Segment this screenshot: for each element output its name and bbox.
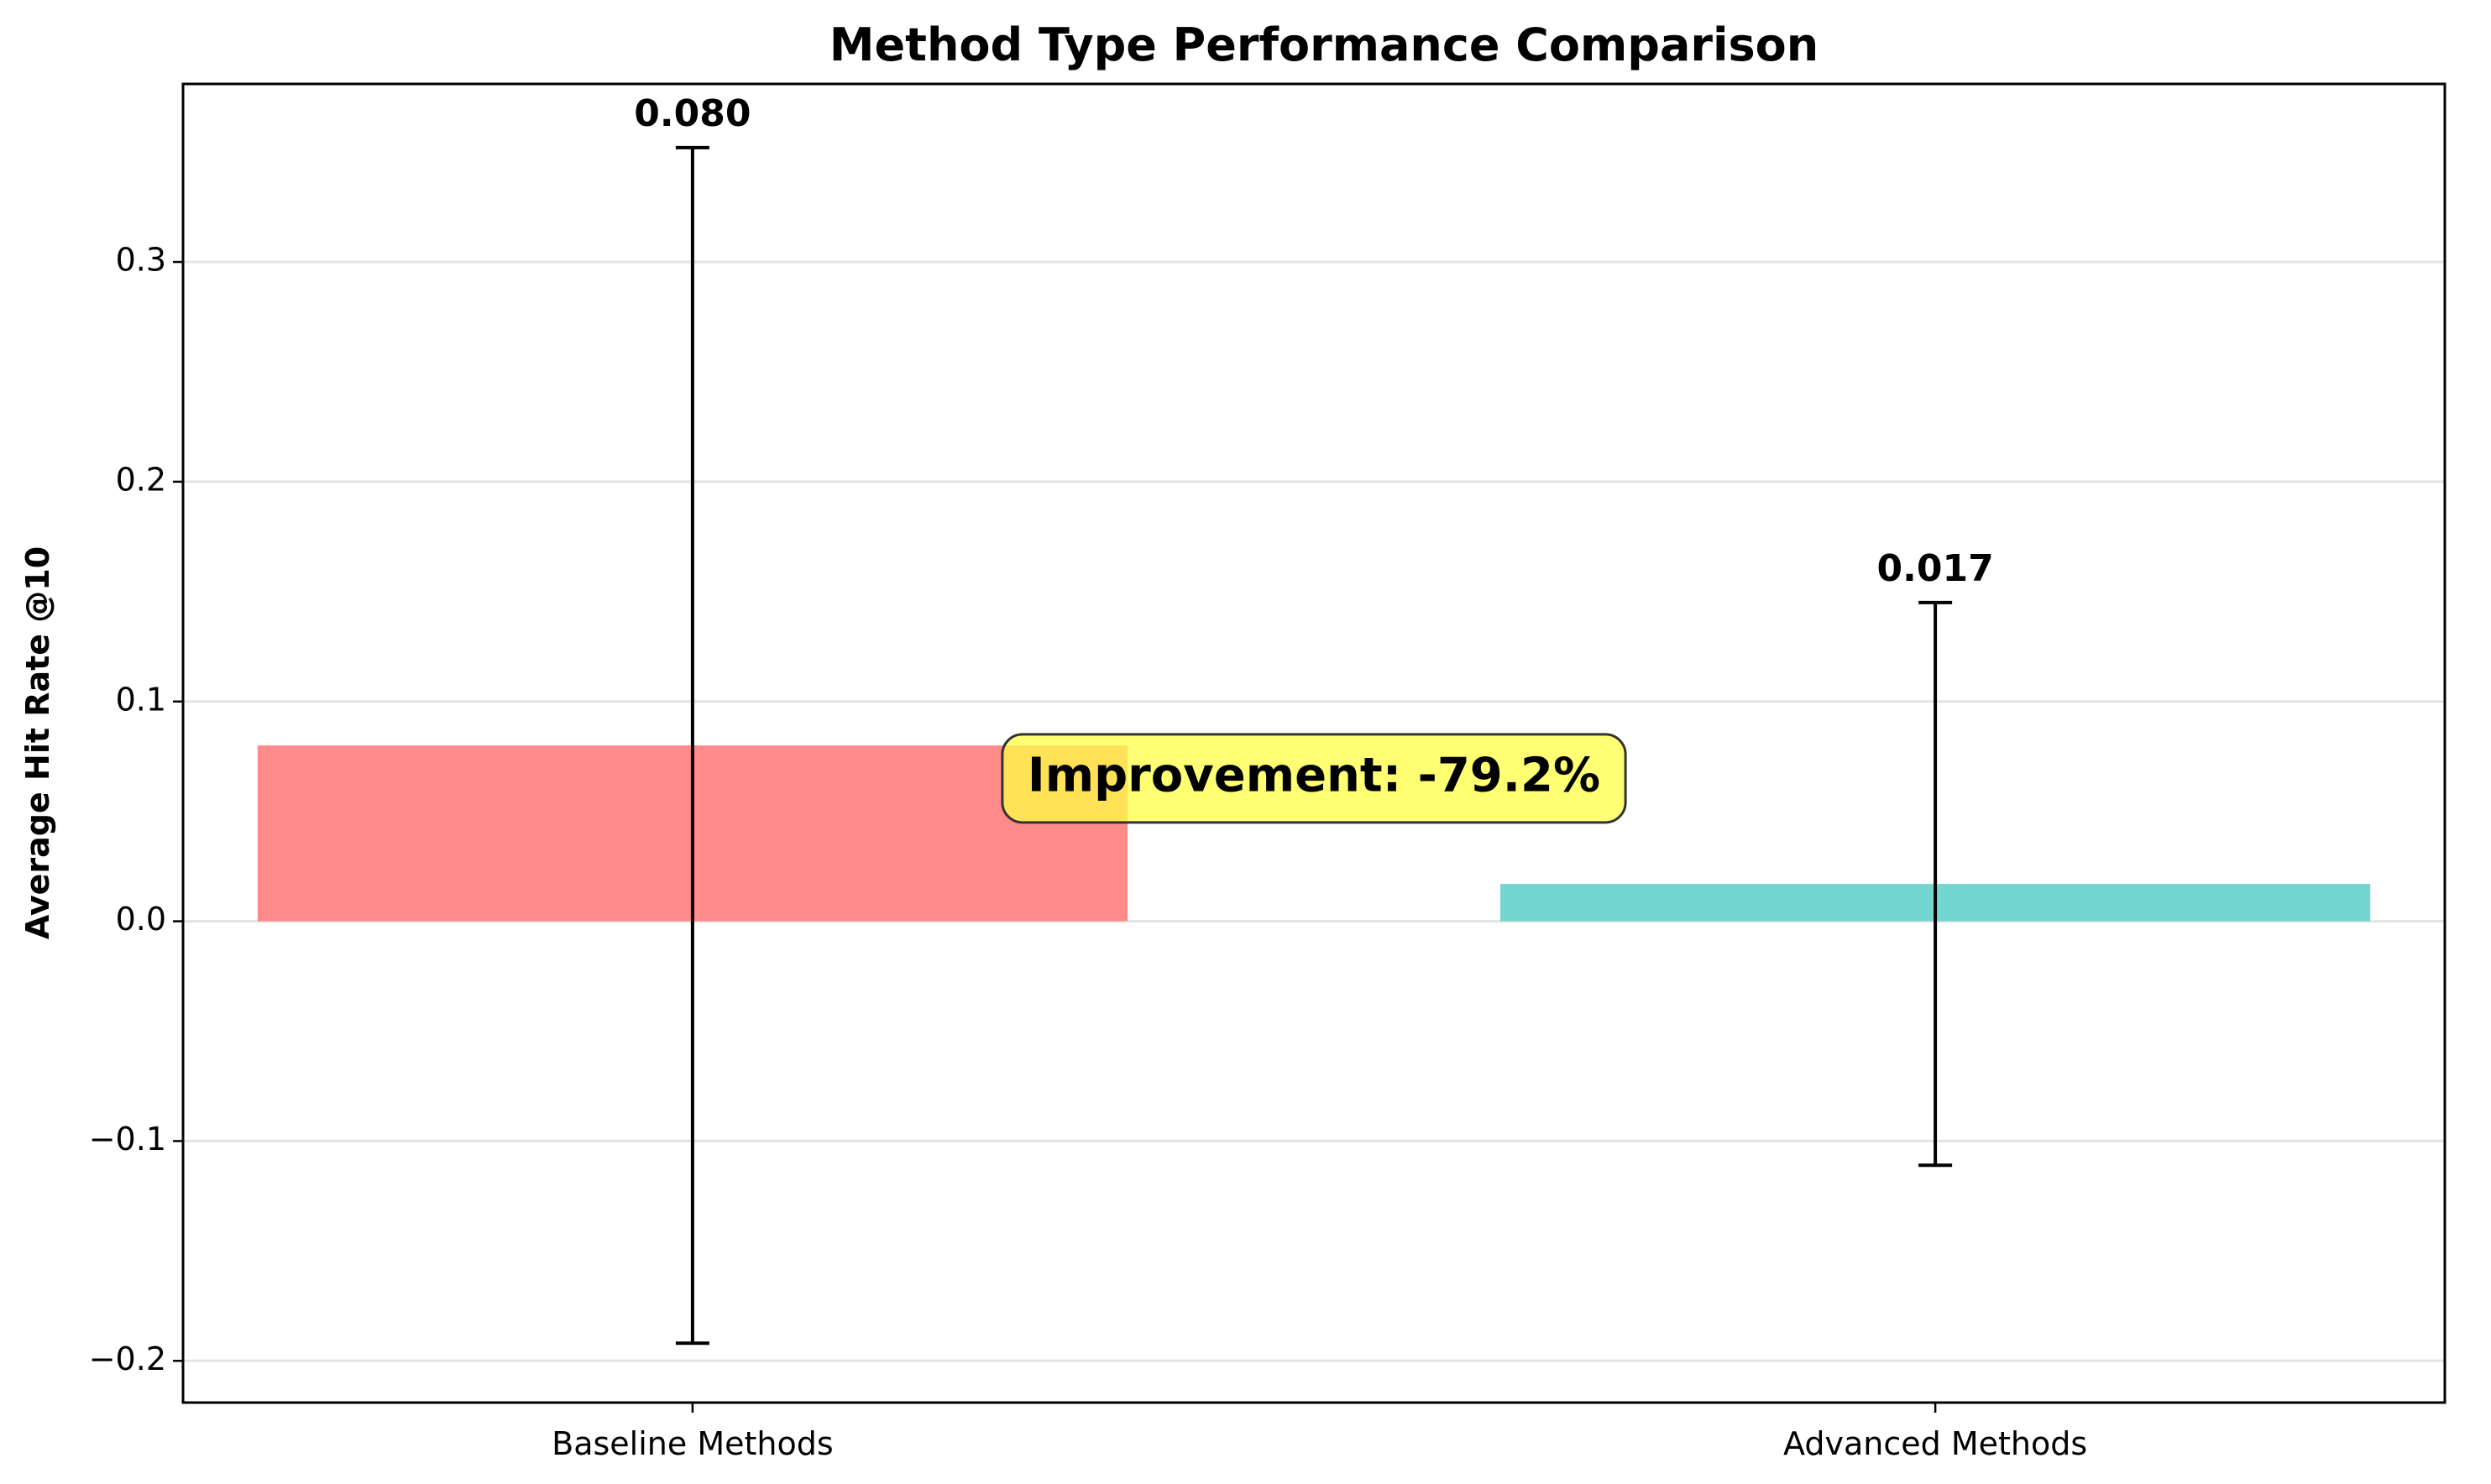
y-axis-label: Average Hit Rate @10 [19, 546, 56, 939]
y-tick-label: 0.2 [116, 461, 166, 498]
y-axis-ticks: −0.2 −0.1 0.0 0.1 0.2 0.3 [89, 242, 183, 1377]
plot-frame [181, 82, 2447, 1404]
value-label: 0.080 [634, 92, 751, 135]
value-label: 0.017 [1877, 547, 1994, 590]
y-tick-label: 0.1 [116, 681, 166, 718]
y-tick-label: −0.1 [89, 1121, 166, 1157]
error-bars [675, 145, 1953, 1346]
x-axis-ticks: Baseline Methods Advanced Methods [552, 1403, 2087, 1462]
annotation-box [1001, 733, 1627, 824]
improvement-annotation: Improvement: -79.2% [1001, 733, 1627, 824]
y-tick-label: 0.3 [116, 242, 166, 279]
value-labels: 0.080 0.017 [634, 92, 1993, 590]
y-tick-label: −0.2 [89, 1340, 166, 1377]
chart-title: Method Type Performance Comparison [829, 18, 1819, 71]
y-tick-label: 0.0 [116, 901, 166, 938]
annotation-text: Improvement: -79.2% [1028, 749, 1600, 803]
x-tick-label: Advanced Methods [1783, 1425, 2087, 1462]
x-tick-label: Baseline Methods [552, 1425, 834, 1462]
